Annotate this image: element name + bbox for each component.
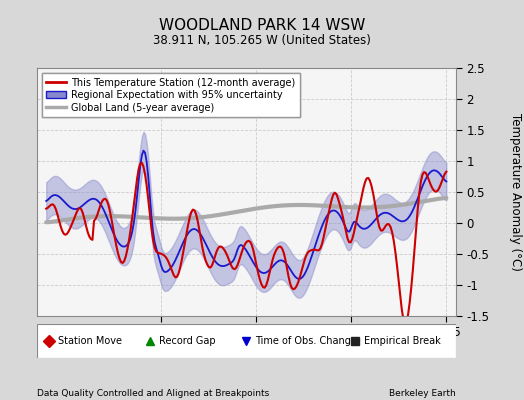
Text: Station Move: Station Move	[59, 336, 123, 346]
Text: Berkeley Earth: Berkeley Earth	[389, 389, 456, 398]
Legend: This Temperature Station (12-month average), Regional Expectation with 95% uncer: This Temperature Station (12-month avera…	[41, 73, 300, 118]
Text: WOODLAND PARK 14 WSW: WOODLAND PARK 14 WSW	[159, 18, 365, 33]
Text: Record Gap: Record Gap	[159, 336, 216, 346]
Y-axis label: Temperature Anomaly (°C): Temperature Anomaly (°C)	[509, 113, 522, 271]
FancyBboxPatch shape	[37, 324, 456, 358]
Text: Data Quality Controlled and Aligned at Breakpoints: Data Quality Controlled and Aligned at B…	[37, 389, 269, 398]
Text: Time of Obs. Change: Time of Obs. Change	[256, 336, 357, 346]
Text: 38.911 N, 105.265 W (United States): 38.911 N, 105.265 W (United States)	[153, 34, 371, 47]
Text: Empirical Break: Empirical Break	[365, 336, 441, 346]
